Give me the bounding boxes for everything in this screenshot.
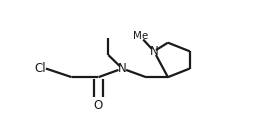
Text: Me: Me — [133, 31, 148, 41]
Text: N: N — [150, 45, 158, 58]
Text: N: N — [118, 62, 127, 75]
Text: O: O — [94, 99, 103, 112]
Text: Cl: Cl — [34, 62, 46, 75]
